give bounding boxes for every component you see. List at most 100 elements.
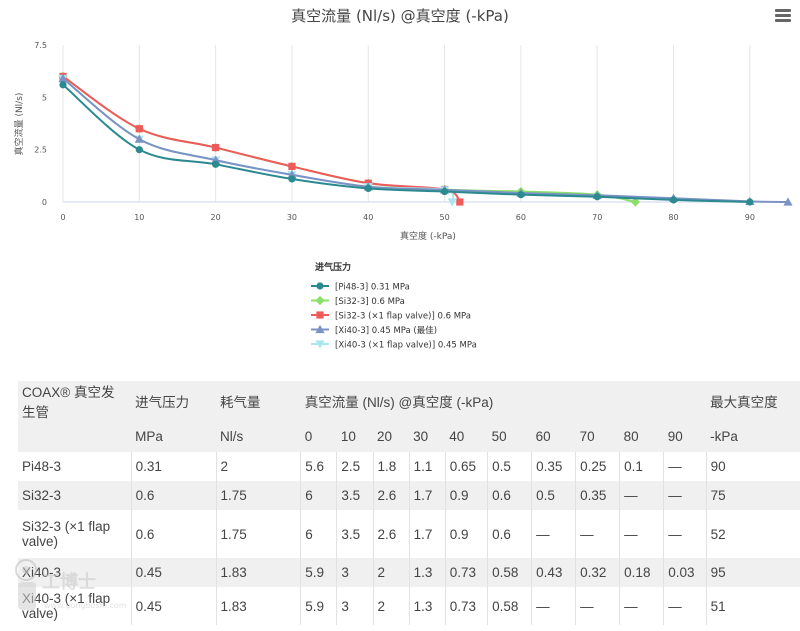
header-sub-7: 40 (445, 421, 488, 452)
watermark-logo: 工博士 www.gongboshi.com (15, 559, 127, 610)
legend-item: [Si32-3] 0.6 MPa (311, 295, 405, 307)
cell-product: Si32-3 (18, 481, 132, 510)
table-cell: 3 (336, 587, 374, 625)
data-point (135, 125, 143, 133)
specs-table: COAX® 真空发生管 进气压力 耗气量 真空流量 (Nl/s) @真空度 (-… (18, 381, 800, 625)
table-cell: — (531, 587, 577, 625)
table-cell: 0.6 (487, 481, 533, 510)
watermark-url: www.gongboshi.com (44, 601, 127, 610)
legend-title: 进气压力 (315, 261, 351, 273)
y-axis-label: 真空流量 (Nl/s) (13, 93, 25, 156)
table-cell: 1.8 (373, 452, 410, 481)
header-sub-11: 80 (619, 421, 664, 452)
legend-label: [Xi40-3 (×1 flap valve)] 0.45 MPa (335, 341, 477, 351)
table-cell: 2 (373, 587, 410, 625)
data-point (212, 143, 220, 152)
data-point (364, 184, 372, 192)
table-cell: 1.75 (216, 481, 302, 510)
x-tick-label: 60 (516, 213, 526, 222)
cell-product: Pi48-3 (18, 452, 132, 481)
legend-marker (315, 324, 325, 334)
header-flow: 真空流量 (Nl/s) @真空度 (-kPa) (300, 381, 707, 421)
table-cell: 0.35 (531, 452, 577, 481)
table-cell: 6 (300, 510, 338, 558)
legend-label: [Xi40-3] 0.45 MPa (最佳) (335, 325, 437, 336)
table-cell: — (619, 510, 665, 558)
series-line (62, 77, 789, 203)
table-cell: 75 (706, 481, 800, 510)
table-cell: 0.31 (131, 452, 217, 481)
table-cell: 0.45 (131, 558, 217, 587)
header-sub-9: 60 (531, 421, 576, 452)
table-cell: 1.7 (409, 510, 446, 558)
table-header-row-2: MPa Nl/s 0 10 20 30 40 50 60 70 80 90 -kPa (18, 421, 800, 452)
x-tick-label: 90 (745, 213, 755, 222)
legend-label: [Si32-3] 0.6 MPa (335, 297, 405, 307)
table-cell: 2 (216, 452, 302, 481)
table-cell: 0.73 (445, 558, 489, 587)
table-cell: 0.6 (131, 510, 217, 558)
series-3 (58, 73, 793, 206)
table-row: Si32-3 (×1 flap valve) 0.6 1.75 6 3.5 2.6 1.7 0… (18, 510, 800, 558)
data-point (58, 73, 68, 83)
cell-product: Si32-3 (×1 flap valve) (18, 510, 132, 558)
chart-title: 真空流量 (Nl/s) @真空度 (-kPa) (291, 7, 509, 25)
table-cell: 90 (706, 452, 800, 481)
series-line (62, 77, 455, 203)
table-cell: 0.6 (131, 481, 217, 510)
legend-item: [Xi40-3 (×1 flap valve)] 0.45 MPa (311, 340, 477, 351)
table-cell: — (663, 452, 707, 481)
table-cell: 5.6 (300, 452, 338, 481)
header-pressure: 进气压力 (131, 381, 216, 421)
table-row: Xi40-3 (×1 flap valve) 0.45 1.83 5.9 3 2 1.3 0.… (18, 587, 800, 625)
table-cell: 3.5 (336, 510, 374, 558)
header-sub-4: 10 (336, 421, 374, 452)
x-tick-label: 30 (287, 213, 297, 222)
table-cell: 0.35 (575, 481, 621, 510)
header-sub-13: -kPa (706, 421, 800, 452)
data-point (630, 197, 640, 207)
data-point (440, 187, 449, 196)
header-max-vacuum: 最大真空度 (706, 381, 800, 421)
series-line (62, 75, 636, 203)
table-cell: — (619, 481, 665, 510)
table-cell: 5.9 (300, 587, 338, 625)
table-cell: 0.5 (487, 452, 533, 481)
legend-marker (316, 311, 324, 319)
x-tick-label: 40 (363, 213, 373, 222)
legend-marker (316, 282, 324, 290)
table-cell: 0.1 (619, 452, 665, 481)
series-2 (59, 72, 464, 206)
header-sub-8: 50 (487, 421, 532, 452)
table-cell: 1.75 (216, 510, 302, 558)
table-row: Pi48-3 0.31 2 5.6 2.5 1.8 1.1 0.65 0.5 0.35 0.25 0.… (18, 452, 800, 481)
legend-item: [Xi40-3] 0.45 MPa (最佳) (311, 324, 437, 336)
legend-item: [Pi48-3] 0.31 MPa (311, 282, 410, 293)
table-cell: 0.43 (531, 558, 577, 587)
data-point (669, 196, 678, 204)
table-cell: 5.9 (300, 558, 338, 587)
data-point (212, 160, 220, 168)
table-row: Xi40-3 0.45 1.83 5.9 3 2 1.3 0.73 0.58 0.43 0.32 0.… (18, 558, 800, 587)
x-tick-label: 70 (592, 213, 602, 222)
table-cell: — (663, 587, 707, 625)
table-cell: 0.73 (445, 587, 489, 625)
data-point (134, 134, 144, 143)
table-cell: 2 (373, 558, 410, 587)
header-sub-6: 30 (409, 421, 446, 452)
hamburger-menu-icon[interactable] (772, 6, 794, 26)
table-cell: 0.65 (445, 452, 489, 481)
table-cell: 1.7 (409, 481, 446, 510)
table-cell: 52 (706, 510, 800, 558)
series-0 (59, 81, 754, 206)
table-cell: 0.18 (619, 558, 665, 587)
x-tick-label: 10 (134, 213, 144, 222)
header-product: COAX® 真空发生管 (18, 381, 132, 421)
x-tick-label: 80 (668, 213, 678, 222)
x-tick-label: 50 (439, 213, 449, 222)
series-line (62, 84, 750, 203)
table-cell: — (663, 481, 707, 510)
data-point (288, 162, 296, 171)
table-cell: 2.6 (373, 481, 410, 510)
data-point (517, 191, 525, 199)
